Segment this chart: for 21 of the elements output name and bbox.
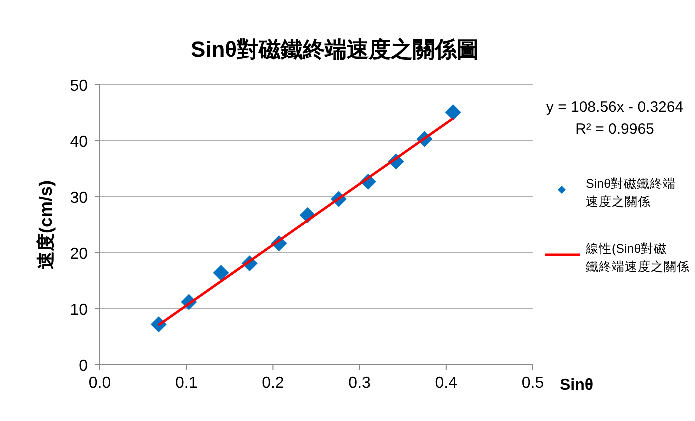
x-tick-label: 0.0: [88, 375, 112, 392]
point: [445, 104, 462, 120]
text: R² = 0.9965: [576, 121, 654, 138]
x-tick-label: 0.5: [522, 375, 544, 392]
x-tick-label: 0.1: [175, 375, 198, 392]
y-tick-label: 30: [70, 190, 88, 207]
x-tick-label: 0.3: [348, 375, 372, 392]
legend-label: Sinθ對磁鐵終端速度之關係: [586, 177, 676, 209]
y-tick-label: 50: [70, 78, 88, 95]
y-axis-title: 速度(cm/s): [36, 180, 56, 270]
x-tick-label: 0.4: [435, 375, 458, 392]
y-tick-label: 40: [70, 134, 88, 151]
y-tick-label: 0: [79, 358, 88, 375]
point: [213, 265, 230, 282]
text: y = 108.56x - 0.3264: [546, 99, 684, 116]
legend-label: 線性(Sinθ對磁鐵終端速度之關係: [585, 242, 690, 274]
chart-title: Sinθ對磁鐵終端速度之關係圖: [190, 37, 480, 62]
x-tick-label: 0.2: [262, 375, 284, 392]
y-tick-label: 20: [70, 246, 88, 263]
y-tick-label: 10: [70, 302, 88, 319]
x-axis-title: Sinθ: [560, 377, 594, 394]
